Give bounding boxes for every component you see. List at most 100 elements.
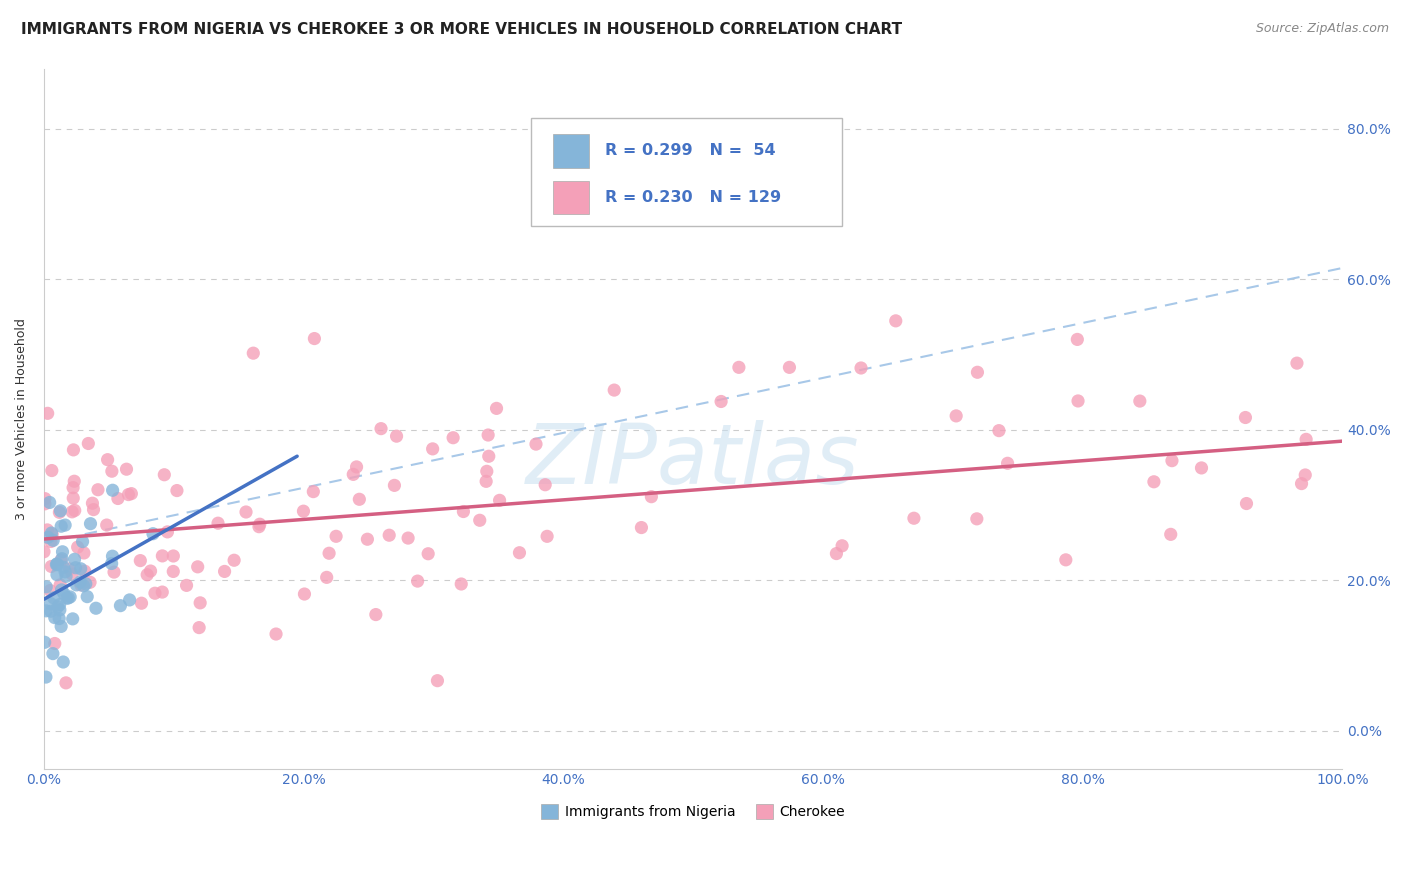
Point: [831, 539, 853, 553]
Y-axis label: 3 or more Vehicles in Household: 3 or more Vehicles in Household: [15, 318, 28, 519]
Point: [385, 429, 408, 443]
Point: [187, 559, 209, 574]
Point: [72, 579, 94, 593]
Point: [58, 562, 80, 576]
Point: [214, 565, 236, 579]
Legend: Immigrants from Nigeria, Cherokee: Immigrants from Nigeria, Cherokee: [536, 798, 851, 825]
Point: [603, 383, 626, 397]
Point: [117, 487, 139, 501]
Point: [42, 591, 65, 605]
Point: [38, 495, 60, 509]
Point: [396, 531, 419, 545]
Point: [37, 406, 59, 420]
Point: [65, 560, 87, 574]
Point: [318, 546, 340, 560]
Point: [349, 492, 371, 507]
Point: [342, 467, 364, 482]
Point: [1129, 394, 1152, 409]
Point: [1067, 394, 1090, 409]
FancyBboxPatch shape: [553, 181, 589, 214]
Point: [101, 483, 124, 498]
Point: [903, 511, 925, 525]
Point: [101, 549, 124, 564]
Point: [153, 467, 176, 482]
Point: [162, 549, 184, 563]
Point: [966, 512, 988, 526]
Point: [73, 564, 96, 578]
Point: [378, 528, 401, 542]
Point: [52, 655, 75, 669]
Point: [49, 578, 72, 592]
Point: [536, 529, 558, 543]
Point: [1295, 433, 1317, 447]
Point: [75, 577, 97, 591]
Point: [58, 591, 80, 605]
Point: [224, 553, 246, 567]
Point: [46, 557, 69, 571]
Point: [59, 590, 82, 604]
Point: [426, 673, 449, 688]
Point: [422, 442, 444, 456]
Point: [849, 361, 872, 376]
Point: [315, 570, 337, 584]
Point: [156, 524, 179, 539]
Point: [69, 562, 91, 576]
Point: [62, 442, 84, 457]
Point: [46, 599, 69, 614]
Point: [304, 332, 326, 346]
Point: [406, 574, 429, 588]
Point: [44, 610, 66, 624]
Point: [41, 526, 63, 541]
Point: [139, 564, 162, 578]
Point: [49, 553, 72, 567]
Point: [69, 574, 91, 589]
Point: [60, 505, 83, 519]
Point: [63, 475, 86, 489]
Point: [640, 490, 662, 504]
Point: [100, 557, 122, 571]
Point: [294, 587, 316, 601]
Point: [1234, 410, 1257, 425]
Point: [62, 481, 84, 495]
Point: [247, 519, 270, 533]
Point: [79, 575, 101, 590]
Point: [1285, 356, 1308, 370]
Point: [52, 560, 75, 574]
Point: [46, 567, 69, 582]
Point: [129, 553, 152, 567]
Point: [188, 621, 211, 635]
Point: [39, 559, 62, 574]
Point: [997, 456, 1019, 470]
Point: [55, 676, 77, 690]
Point: [35, 604, 58, 618]
Point: [478, 449, 501, 463]
Point: [118, 593, 141, 607]
Point: [107, 491, 129, 506]
Point: [39, 583, 62, 598]
Point: [302, 484, 325, 499]
Point: [77, 436, 100, 450]
Point: [46, 558, 69, 572]
Point: [65, 578, 87, 592]
Point: [207, 516, 229, 531]
Point: [41, 527, 63, 541]
Point: [120, 486, 142, 500]
Point: [34, 497, 56, 511]
Point: [150, 585, 173, 599]
Point: [188, 596, 211, 610]
Point: [485, 401, 508, 416]
Point: [87, 483, 110, 497]
Point: [356, 533, 378, 547]
Point: [524, 437, 547, 451]
Point: [1191, 461, 1213, 475]
Point: [1294, 467, 1316, 482]
Point: [325, 529, 347, 543]
Point: [39, 604, 62, 618]
Point: [66, 540, 89, 554]
Point: [37, 523, 59, 537]
Point: [143, 586, 166, 600]
Point: [453, 504, 475, 518]
Point: [292, 504, 315, 518]
Point: [987, 424, 1010, 438]
Point: [41, 464, 63, 478]
